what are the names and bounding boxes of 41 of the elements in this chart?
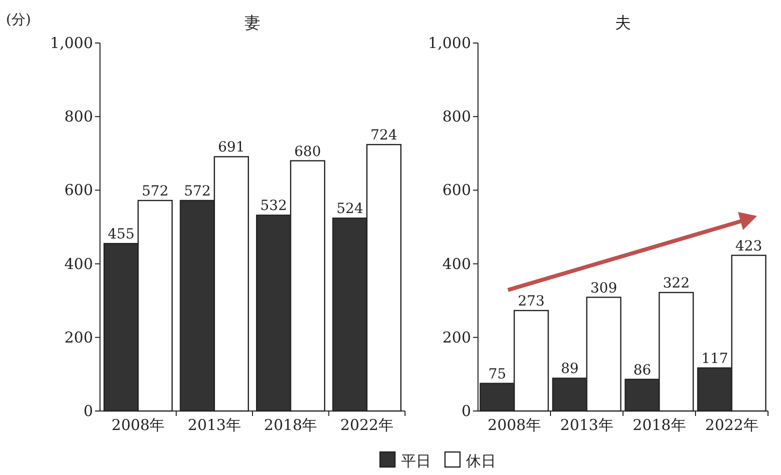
data-label: 117 [701,350,728,367]
data-label: 524 [336,201,364,218]
y-tick-label: 600 [442,181,471,200]
x-tick-label: 2018年 [632,416,686,434]
y-tick-label: 1,000 [428,34,471,52]
y-tick-label: 800 [442,108,471,126]
data-label: 455 [108,226,134,243]
data-label: 423 [735,238,762,254]
data-label: 89 [560,361,579,378]
x-tick-label: 2018年 [264,416,318,434]
y-tick-label: 0 [83,402,93,420]
data-label: 724 [370,128,398,144]
chart-title: 夫 [615,13,631,32]
y-tick-label: 400 [64,254,93,273]
legend-label: 平日 [401,452,431,470]
data-label: 86 [633,362,652,378]
y-tick-label: 0 [461,402,471,420]
x-tick-label: 2013年 [560,416,614,434]
data-label: 572 [142,184,168,200]
y-tick-label: 800 [64,108,93,126]
data-label: 273 [518,294,545,310]
data-label: 322 [662,276,690,292]
y-tick-label: 600 [64,181,93,200]
x-tick-label: 2022年 [340,416,394,434]
x-tick-label: 2008年 [112,416,165,434]
legend-label: 休日 [466,452,496,470]
data-label: 532 [260,198,287,214]
data-label: 572 [184,184,211,200]
x-tick-label: 2008年 [488,416,541,434]
x-tick-label: 2013年 [188,416,241,434]
data-label: 680 [294,144,321,160]
x-tick-label: 2022年 [705,416,758,434]
chart-title: 妻 [244,13,260,32]
data-label: 691 [218,140,245,156]
y-tick-label: 400 [442,254,471,273]
y-tick-label: 200 [442,328,471,346]
y-tick-label: 1,000 [50,34,93,52]
data-label: 75 [488,366,506,382]
y-axis-title: (分) [6,12,31,28]
data-label: 309 [590,280,618,296]
y-tick-label: 200 [64,328,93,346]
